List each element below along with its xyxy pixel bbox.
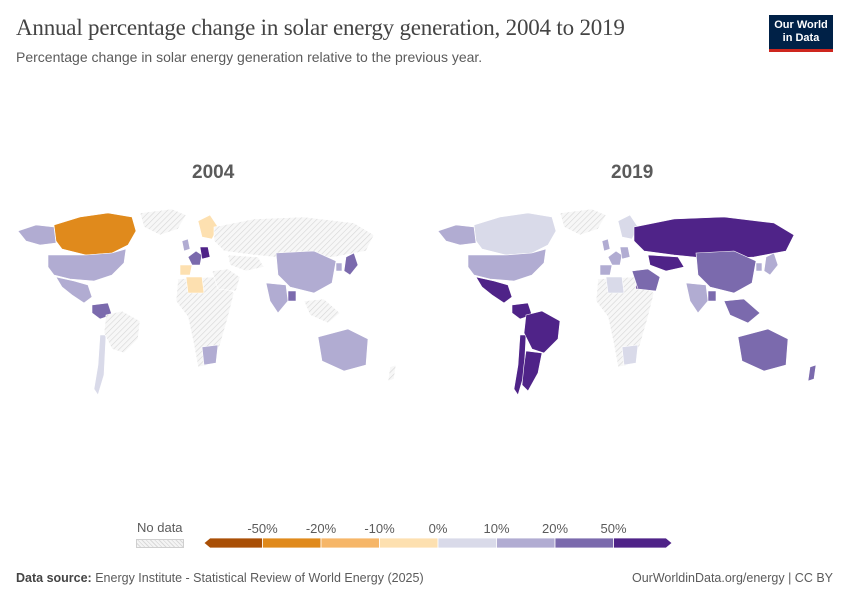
region-canada-2019[interactable] (473, 212, 557, 256)
region-spain-2019[interactable] (599, 264, 613, 276)
map-2004-title: 2004 (192, 162, 235, 183)
color-legend: No data -50% -20% -10% 0% 10% 20% 50% (0, 510, 850, 555)
region-brazil-2004[interactable] (103, 310, 141, 354)
region-japan-2019[interactable] (763, 252, 779, 276)
region-greenland-2019[interactable] (559, 208, 607, 236)
region-brazil-2019[interactable] (523, 310, 561, 354)
region-new-zealand-2004[interactable] (387, 364, 397, 382)
region-india-2019[interactable] (685, 282, 709, 314)
legend-tick-label: 20% (541, 521, 569, 536)
legend-bin-6 (496, 537, 556, 549)
region-germany-2019[interactable] (619, 246, 631, 260)
legend-tick-label: 50% (600, 521, 627, 536)
legend-bin-2 (262, 537, 322, 549)
legend-tick-label: 10% (483, 521, 510, 536)
region-chile-2004[interactable] (93, 334, 107, 396)
source-text[interactable]: Energy Institute - Statistical Review of… (95, 571, 424, 585)
region-canada-2004[interactable] (53, 212, 137, 256)
region-russia-2004[interactable] (213, 216, 375, 260)
region-algeria-2004[interactable] (185, 276, 205, 294)
region-southeast-asia-2019[interactable] (723, 298, 761, 324)
logo-line-1: Our World (774, 19, 828, 31)
region-middle-east-2004[interactable] (211, 268, 241, 292)
region-alaska-2004[interactable] (17, 224, 57, 246)
region-central-asia-2019[interactable] (647, 254, 685, 272)
region-greenland-2004[interactable] (139, 208, 187, 236)
legend-tick-label: -50% (247, 521, 278, 536)
region-mexico-2004[interactable] (55, 276, 93, 304)
legend-no-data-label: No data (137, 520, 183, 535)
region-southeast-asia-2004[interactable] (303, 298, 341, 324)
region-mexico-2019[interactable] (475, 276, 513, 304)
region-south-korea-2019[interactable] (755, 262, 763, 272)
legend-bin-8 (613, 537, 673, 549)
legend-tick-label: -10% (364, 521, 395, 536)
region-bangladesh-2019[interactable] (707, 290, 717, 302)
chart-title: Annual percentage change in solar energy… (16, 15, 625, 40)
region-south-africa-2019[interactable] (621, 344, 639, 366)
source-label: Data source: (16, 571, 92, 585)
region-germany-2004[interactable] (199, 246, 211, 260)
region-western-europe-2004[interactable] (187, 250, 203, 266)
region-china-2019[interactable] (695, 250, 757, 294)
region-algeria-2019[interactable] (605, 276, 625, 294)
owid-logo[interactable]: Our World in Data (769, 15, 833, 52)
region-united-states-2004[interactable] (47, 248, 127, 282)
logo-line-2: in Data (782, 32, 820, 44)
legend-bin-7 (554, 537, 614, 549)
region-united-kingdom-2019[interactable] (601, 238, 611, 252)
region-bangladesh-2004[interactable] (287, 290, 297, 302)
region-china-2004[interactable] (275, 250, 337, 294)
region-australia-2019[interactable] (737, 328, 789, 372)
region-new-zealand-2019[interactable] (807, 364, 817, 382)
world-map-2004[interactable] (14, 205, 414, 405)
region-japan-2004[interactable] (343, 252, 359, 276)
map-2019-title: 2019 (611, 162, 654, 183)
region-russia-2019[interactable] (633, 216, 795, 260)
region-united-states-2019[interactable] (467, 248, 547, 282)
legend-bin-5 (437, 537, 497, 549)
footer-credit[interactable]: OurWorldinData.org/energy | CC BY (631, 571, 833, 585)
region-united-kingdom-2004[interactable] (181, 238, 191, 252)
legend-bin-3 (320, 537, 380, 549)
region-india-2004[interactable] (265, 282, 289, 314)
region-alaska-2019[interactable] (437, 224, 477, 246)
region-south-africa-2004[interactable] (201, 344, 219, 366)
legend-bin-4 (379, 537, 439, 549)
region-argentina-2019[interactable] (521, 350, 543, 392)
chart-subtitle: Percentage change in solar energy genera… (16, 49, 483, 65)
legend-tick-label: -20% (305, 521, 337, 536)
region-south-korea-2004[interactable] (335, 262, 343, 272)
region-middle-east-2019[interactable] (631, 268, 661, 292)
region-western-europe-2019[interactable] (607, 250, 623, 266)
footer-source: Data source: Energy Institute - Statisti… (16, 571, 424, 585)
legend-no-data-swatch (136, 539, 184, 548)
region-australia-2004[interactable] (317, 328, 369, 372)
legend-tick-label: 0% (428, 521, 448, 536)
region-spain-2004[interactable] (179, 264, 193, 276)
legend-bin-1 (203, 537, 263, 549)
region-central-asia-2004[interactable] (227, 254, 265, 272)
legend-color-bar (203, 537, 673, 549)
world-map-2019[interactable] (434, 205, 834, 405)
